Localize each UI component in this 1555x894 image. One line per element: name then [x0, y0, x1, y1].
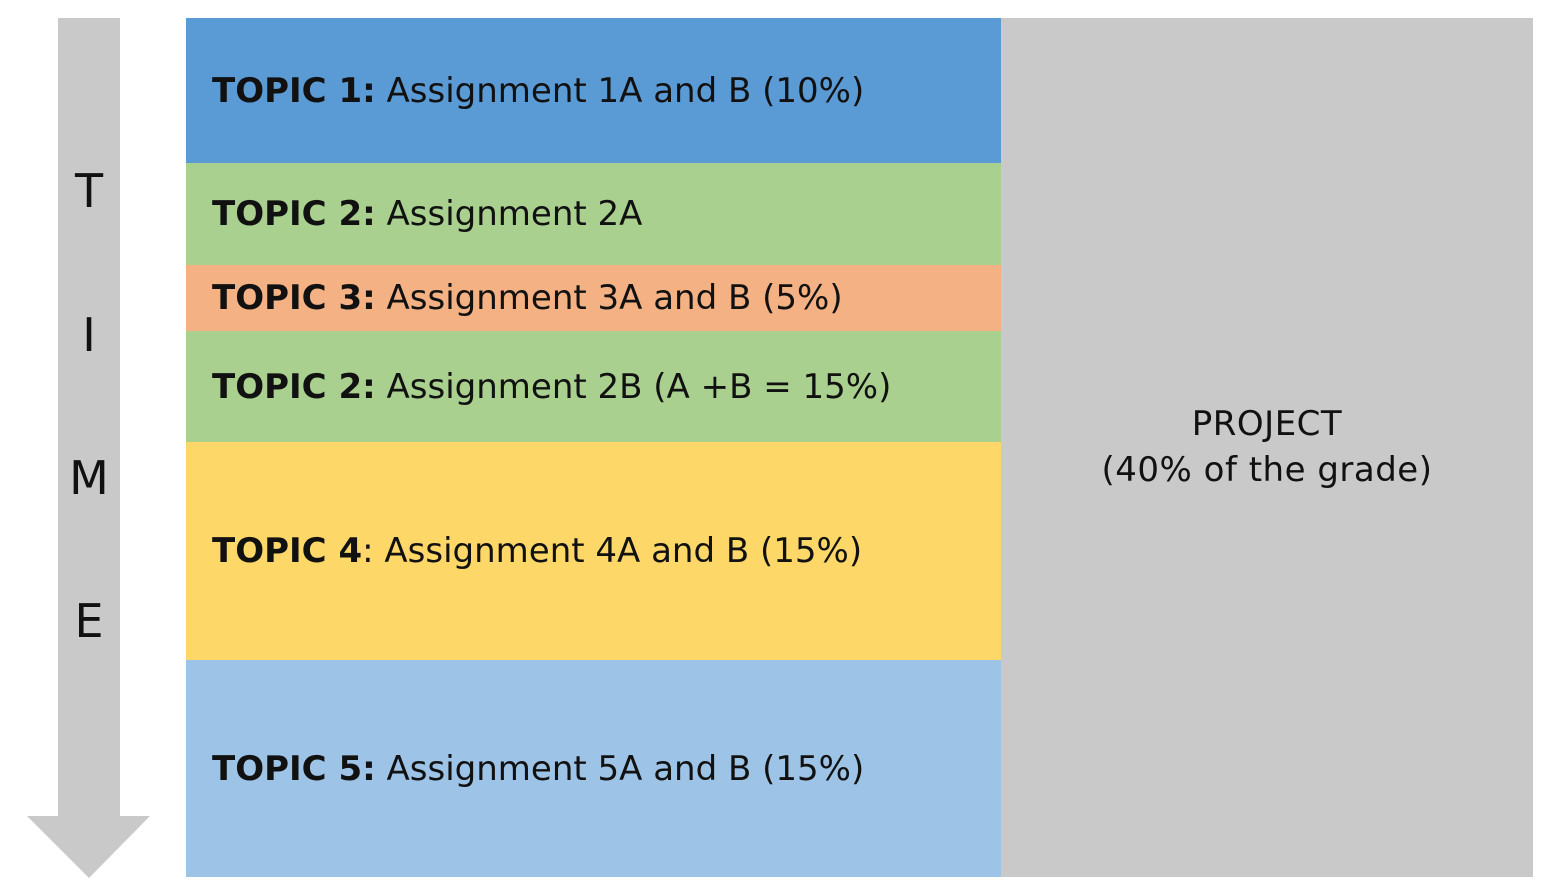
topic-3-block: TOPIC 3: Assignment 3A and B (5%)	[186, 265, 1001, 331]
topic-2b-text: Assignment 2B (A +B = 15%)	[375, 366, 892, 407]
time-letter-e: E	[74, 594, 104, 648]
topic-4-block: TOPIC 4: Assignment 4A and B (15%)	[186, 442, 1001, 660]
topic-4-text: : Assignment 4A and B (15%)	[362, 531, 863, 571]
topic-1-key: TOPIC 1:	[212, 70, 376, 111]
topic-2-block: TOPIC 2: Assignment 2A	[186, 163, 1001, 265]
time-letter-t: T	[74, 164, 104, 218]
time-arrow: T I M E	[0, 0, 180, 894]
topic-2-text: Assignment 2A	[375, 194, 643, 234]
down-arrow-icon	[27, 18, 150, 878]
project-block: PROJECT (40% of the grade)	[1001, 18, 1533, 877]
topic-3-text: Assignment 3A and B (5%)	[375, 278, 843, 318]
time-letter-m: M	[69, 451, 109, 505]
topic-1-text: Assignment 1A and B (10%)	[375, 70, 865, 111]
topic-3-key: TOPIC 3:	[212, 278, 376, 318]
topic-column: TOPIC 1: Assignment 1A and B (10%) TOPIC…	[186, 18, 1001, 877]
topic-1-block: TOPIC 1: Assignment 1A and B (10%)	[186, 18, 1001, 163]
topic-4-key: TOPIC 4	[212, 531, 363, 571]
project-weight: (40% of the grade)	[1101, 449, 1433, 490]
topic-5-block: TOPIC 5: Assignment 5A and B (15%)	[186, 660, 1001, 877]
project-title: PROJECT	[1191, 403, 1343, 444]
time-label: T I M E	[58, 0, 120, 894]
topic-2b-block: TOPIC 2: Assignment 2B (A +B = 15%)	[186, 331, 1001, 442]
topic-2-key: TOPIC 2:	[212, 194, 376, 234]
time-letter-i: I	[82, 308, 96, 362]
topic-2b-key: TOPIC 2:	[212, 366, 376, 407]
topic-5-text: Assignment 5A and B (15%)	[375, 748, 865, 789]
topic-5-key: TOPIC 5:	[212, 748, 376, 789]
